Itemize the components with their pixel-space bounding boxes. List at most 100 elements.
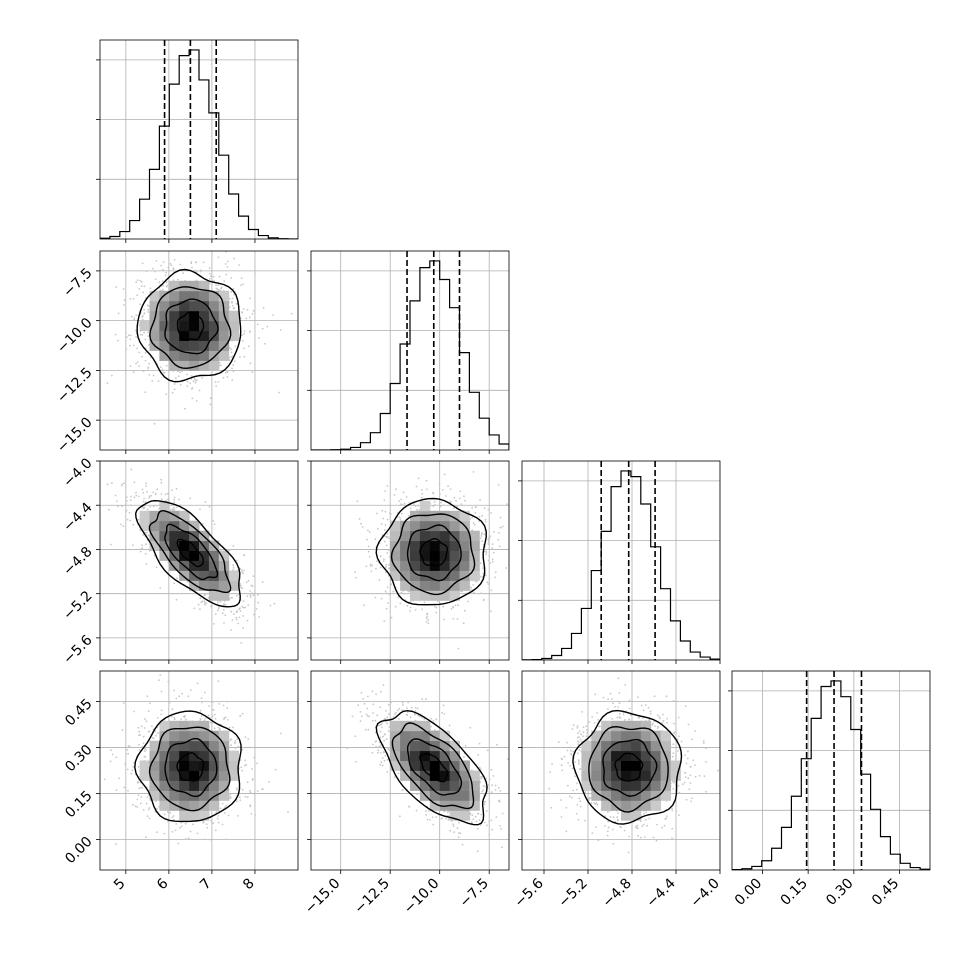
scatter-point (435, 816, 438, 818)
scatter-point (483, 801, 486, 803)
density-cell (439, 550, 451, 561)
contour-level-3 (375, 709, 488, 826)
scatter-point (380, 690, 382, 693)
scatter-point (185, 838, 187, 840)
scatter-point (140, 725, 143, 728)
xtick-label: 6 (154, 875, 172, 893)
scatter-point (490, 819, 493, 822)
scatter-point (147, 311, 150, 313)
scatter-point (379, 763, 382, 766)
scatter-point (618, 713, 621, 715)
scatter-point (637, 696, 639, 699)
scatter-point (398, 718, 400, 720)
density-cell (429, 540, 441, 551)
scatter-point (388, 537, 390, 540)
scatter-point (169, 262, 172, 265)
scatter-point (237, 622, 240, 625)
scatter-point (452, 825, 455, 827)
scatter-point (387, 602, 389, 604)
density-cell (149, 760, 160, 771)
scatter-point (369, 565, 372, 567)
panel-content (311, 461, 509, 660)
scatter-point (193, 607, 196, 610)
scatter-point (590, 802, 593, 804)
scatter-point (421, 698, 424, 701)
scatter-point (404, 592, 406, 595)
scatter-point (203, 602, 206, 604)
scatter-point (141, 318, 144, 321)
density-cell (449, 560, 460, 571)
contour-level-1 (406, 524, 462, 582)
density-cell (410, 750, 421, 761)
scatter-point (242, 572, 245, 575)
scatter-point (370, 570, 373, 573)
scatter-point (132, 297, 135, 300)
scatter-point (243, 554, 245, 556)
scatter-point (246, 796, 249, 798)
contour-level-0 (176, 538, 204, 568)
scatter-point (628, 835, 631, 838)
scatter-point (595, 802, 598, 805)
scatter-point (141, 746, 144, 748)
scatter-point (241, 712, 244, 715)
scatter-point (214, 717, 217, 720)
scatter-point (148, 817, 151, 820)
scatter-point (673, 731, 676, 734)
ytick-label: 0.45 (62, 696, 95, 729)
scatter-point (673, 781, 675, 784)
density-cell (630, 790, 642, 801)
density-cell (199, 560, 210, 571)
scatter-point (216, 601, 219, 604)
scatter-point (237, 815, 239, 817)
density-cell (591, 760, 602, 771)
scatter-point (648, 817, 651, 820)
density-cell (179, 810, 190, 821)
scatter-point (651, 723, 654, 726)
scatter-point (126, 336, 128, 339)
density-cell (630, 730, 642, 742)
density-cell (611, 740, 622, 752)
scatter-point (122, 702, 125, 704)
density-cell (429, 780, 441, 791)
scatter-point (372, 743, 374, 746)
scatter-point (221, 612, 224, 615)
scatter-point (382, 517, 385, 520)
contour-level-1 (164, 523, 219, 581)
scatter-point (157, 380, 160, 382)
scatter-point (365, 713, 368, 716)
scatter-point (180, 825, 183, 828)
density-cell (419, 590, 431, 601)
scatter-point (490, 791, 493, 794)
scatter-point (481, 514, 483, 517)
scatter-point (367, 529, 369, 532)
scatter-point (388, 593, 391, 596)
scatter-point (463, 756, 465, 758)
density-cell (169, 280, 180, 292)
density-cell (410, 590, 421, 601)
scatter-point (386, 586, 389, 589)
scatter-point (585, 735, 588, 737)
scatter-point (139, 802, 142, 805)
density-cell (169, 330, 180, 341)
scatter-point (173, 383, 176, 385)
scatter-point (226, 266, 229, 268)
scatter-point (212, 701, 214, 703)
scatter-point (480, 533, 483, 536)
scatter-point (143, 308, 146, 311)
density-cell (228, 330, 240, 341)
scatter-point (142, 370, 145, 372)
density-cell (159, 790, 170, 801)
scatter-point (222, 609, 225, 611)
contour-level-2 (390, 513, 476, 596)
scatter-point (130, 468, 133, 471)
scatter-point (652, 836, 655, 839)
scatter-point (386, 518, 389, 521)
scatter-point (382, 560, 385, 562)
scatter-point (439, 505, 442, 508)
density-cell (410, 530, 421, 542)
scatter-point (372, 703, 375, 706)
scatter-point (484, 518, 487, 521)
density-cell (410, 720, 421, 732)
scatter-point (141, 355, 143, 358)
scatter-point (363, 702, 366, 705)
